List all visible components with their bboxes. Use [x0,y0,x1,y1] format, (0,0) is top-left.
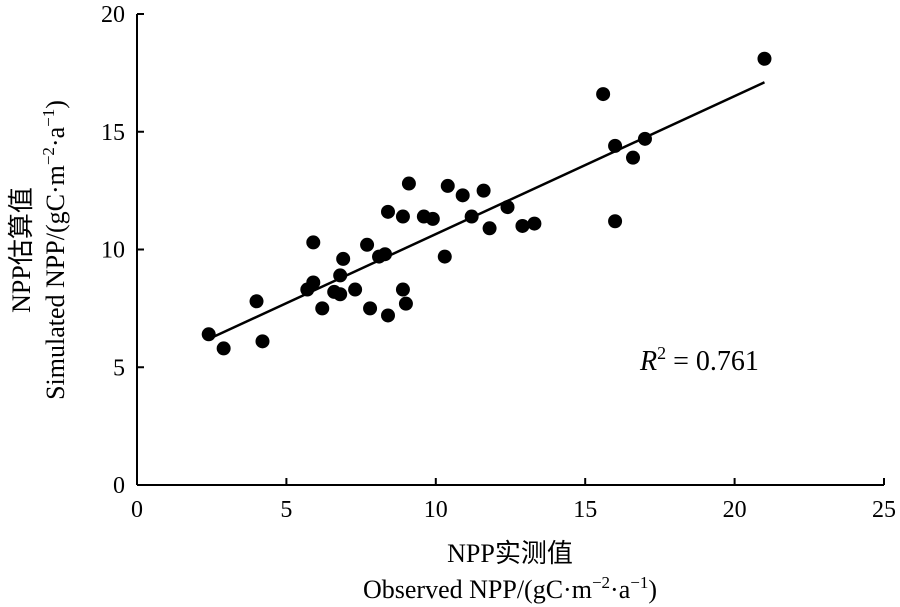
y-tick-label: 0 [113,473,125,499]
data-point [249,294,264,309]
data-point [437,249,452,264]
r-squared-annotation: R2 = 0.761 [639,343,759,377]
y-tick-label: 20 [101,2,125,28]
y-tick-label: 15 [101,120,125,146]
trend-line [208,81,766,341]
y-axis-title-en: Simulated NPP/(gC·m−2·a−1) [39,100,70,400]
data-point [336,251,351,266]
data-point [482,221,497,236]
data-point [348,282,363,297]
data-point [608,214,623,229]
data-point [596,87,611,102]
x-axis-title-zh: NPP实测值 [447,539,573,568]
data-point [455,188,470,203]
x-tick-label: 0 [131,497,143,523]
data-point [306,275,321,290]
x-axis-ticks: 0 5 10 15 20 25 [131,478,896,523]
data-point [515,218,530,233]
data-point [255,334,270,349]
data-point [626,150,641,165]
y-tick-label: 10 [101,238,125,264]
data-point [398,296,413,311]
data-point [380,308,395,323]
y-axis-ticks: 0 5 10 15 20 [101,2,144,499]
data-point [315,301,330,316]
data-points [201,51,772,356]
x-tick-label: 5 [280,497,292,523]
x-tick-label: 25 [872,497,896,523]
data-point [333,287,348,302]
data-point [401,176,416,191]
data-point [380,204,395,219]
data-point [378,247,393,262]
data-point [757,51,772,66]
data-point [476,183,491,198]
data-point [440,178,455,193]
data-point [201,327,216,342]
axes [136,14,884,486]
data-point [306,235,321,250]
data-point [216,341,231,356]
data-point [360,237,375,252]
x-tick-label: 10 [424,497,448,523]
y-axis-title-zh: NPP估算值 [7,187,36,313]
y-tick-label: 5 [113,355,125,381]
data-point [527,216,542,231]
x-axis-title-en: Observed NPP/(gC·m−2·a−1) [363,573,657,604]
x-tick-label: 15 [573,497,597,523]
data-point [395,282,410,297]
data-point [363,301,378,316]
data-point [425,211,440,226]
x-tick-label: 20 [723,497,747,523]
data-point [395,209,410,224]
